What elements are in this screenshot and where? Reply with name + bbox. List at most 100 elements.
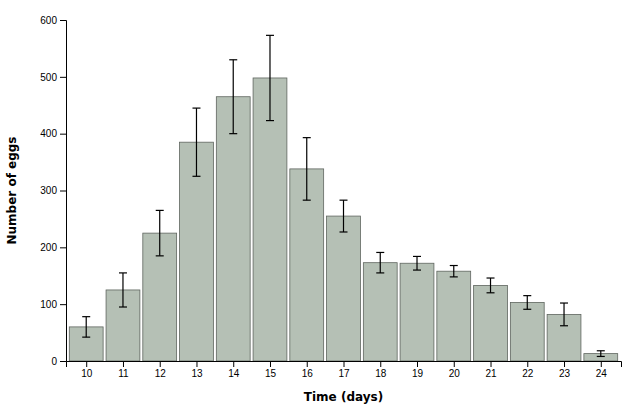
- x-axis: 101112131415161718192021222324: [67, 361, 622, 379]
- error-cap: [266, 120, 274, 121]
- error-cap: [303, 200, 311, 201]
- error-cap: [487, 292, 495, 293]
- x-tick: 18: [375, 361, 387, 379]
- x-tick-label: 23: [559, 368, 571, 379]
- error-cap: [340, 200, 348, 201]
- error-stem: [306, 138, 307, 201]
- error-cap: [376, 272, 384, 273]
- error-stem: [490, 278, 491, 293]
- marks: [69, 35, 617, 361]
- error-bar: [413, 256, 421, 270]
- x-tick-mark: [233, 361, 234, 367]
- error-bar: [156, 210, 164, 255]
- x-tick-mark: [270, 361, 271, 367]
- error-stem: [380, 252, 381, 272]
- error-stem: [600, 351, 601, 357]
- y-tick-label: 600: [40, 15, 57, 26]
- error-cap: [156, 255, 164, 256]
- error-stem: [233, 60, 234, 134]
- y-tick-mark: [60, 77, 66, 78]
- x-tick-label: 21: [485, 368, 497, 379]
- y-axis-line: [60, 21, 67, 362]
- error-cap: [450, 265, 458, 266]
- y-tick: 500: [40, 72, 66, 83]
- error-bar: [560, 303, 568, 326]
- bar: [437, 271, 471, 361]
- y-tick-mark: [60, 20, 66, 21]
- x-tick-mark: [380, 361, 381, 367]
- x-tick-mark: [564, 361, 565, 367]
- error-bar: [487, 278, 495, 293]
- y-axis: 0 100 200 300 400 500 600: [40, 15, 66, 367]
- error-cap: [413, 269, 421, 270]
- x-tick-label: 24: [596, 368, 608, 379]
- error-stem: [527, 296, 528, 310]
- y-tick: 300: [40, 185, 66, 196]
- error-bar: [340, 200, 348, 232]
- x-tick-mark: [454, 361, 455, 367]
- plot-area: 1011121314151617181920212223240100200300…: [40, 15, 621, 379]
- x-tick-label: 19: [412, 368, 424, 379]
- bar: [253, 78, 287, 361]
- bar: [327, 216, 361, 361]
- error-bar: [266, 35, 274, 120]
- error-cap: [340, 231, 348, 232]
- x-axis-title: Time (days): [304, 390, 383, 404]
- error-cap: [229, 133, 237, 134]
- x-tick-label: 17: [338, 368, 350, 379]
- x-tick-label: 22: [522, 368, 534, 379]
- y-tick: 0: [51, 356, 66, 367]
- error-cap: [376, 252, 384, 253]
- x-tick-mark: [123, 361, 124, 367]
- bar: [400, 263, 434, 361]
- x-tick: 11: [118, 361, 129, 379]
- x-tick-mark: [160, 361, 161, 367]
- y-tick-label: 200: [40, 242, 57, 253]
- x-tick-label: 10: [81, 368, 93, 379]
- error-stem: [269, 35, 270, 120]
- x-tick: 14: [228, 361, 240, 379]
- y-tick: 100: [40, 299, 66, 310]
- error-cap: [303, 137, 311, 138]
- x-tick-label: 18: [375, 368, 387, 379]
- x-tick: 21: [485, 361, 497, 379]
- x-tick-mark: [307, 361, 308, 367]
- y-tick: 400: [40, 128, 66, 139]
- y-tick-mark: [60, 247, 66, 248]
- x-tick-mark: [86, 361, 87, 367]
- error-bar: [303, 138, 311, 201]
- x-tick: 23: [559, 361, 571, 379]
- y-tick-mark: [60, 304, 66, 305]
- error-cap: [560, 325, 568, 326]
- x-axis-line: [67, 362, 622, 368]
- error-bar: [119, 273, 127, 307]
- error-bar: [450, 266, 458, 277]
- error-stem: [416, 256, 417, 270]
- x-tick: 12: [155, 361, 167, 379]
- error-bar: [597, 351, 605, 357]
- error-bar: [192, 108, 200, 176]
- x-tick-label: 16: [302, 368, 314, 379]
- x-tick: 10: [81, 361, 93, 379]
- error-cap: [597, 356, 605, 357]
- error-cap: [523, 295, 531, 296]
- y-tick-label: 400: [40, 128, 57, 139]
- x-tick-label: 15: [265, 368, 277, 379]
- error-stem: [563, 303, 564, 326]
- y-tick-label: 300: [40, 185, 57, 196]
- x-tick-label: 12: [155, 368, 167, 379]
- error-stem: [159, 210, 160, 255]
- x-tick-mark: [417, 361, 418, 367]
- y-tick-mark: [60, 191, 66, 192]
- error-cap: [156, 210, 164, 211]
- x-tick: 22: [522, 361, 534, 379]
- bar: [510, 302, 544, 361]
- error-cap: [119, 272, 127, 273]
- error-cap: [192, 107, 200, 108]
- error-bar: [82, 317, 90, 337]
- error-cap: [192, 176, 200, 177]
- x-tick: 17: [338, 361, 350, 379]
- error-cap: [266, 35, 274, 36]
- error-cap: [523, 309, 531, 310]
- x-tick-label: 11: [118, 368, 129, 379]
